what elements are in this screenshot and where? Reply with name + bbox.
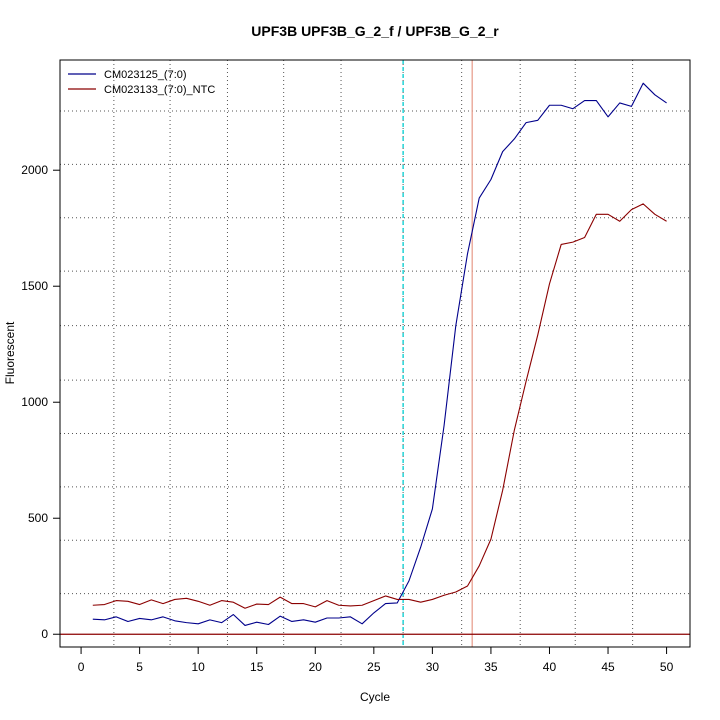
legend-label: CM023125_(7:0) [104,69,187,81]
marker-lines [60,60,690,647]
series-line-2 [92,203,667,609]
y-tick-label: 1000 [21,395,48,409]
series-line-1 [92,82,667,626]
legend-label: CM023133_(7:0)_NTC [104,84,215,96]
x-tick-label: 15 [250,660,264,674]
legend: CM023125_(7:0) CM023133_(7:0)_NTC [68,69,215,96]
y-tick-label: 2000 [21,163,48,177]
x-tick-label: 40 [543,660,557,674]
grid-lines [60,60,690,647]
x-tick-label: 35 [484,660,498,674]
x-tick-label: 10 [191,660,205,674]
y-tick-label: 1500 [21,279,48,293]
y-axis: 0 500 1000 1500 2000 [21,163,61,641]
x-tick-label: 0 [78,660,85,674]
x-tick-label: 50 [660,660,674,674]
chart-title: UPF3B UPF3B_G_2_f / UPF3B_G_2_r [251,23,499,39]
x-axis-label: Cycle [360,690,390,704]
x-axis: 0 5 10 15 20 25 30 35 40 45 50 [78,646,674,674]
x-tick-label: 20 [309,660,323,674]
y-tick-label: 500 [28,511,48,525]
x-tick-label: 45 [601,660,615,674]
y-tick-label: 0 [41,627,48,641]
series-lines [92,82,667,626]
x-tick-label: 30 [426,660,440,674]
x-tick-label: 25 [367,660,381,674]
y-axis-label: Fluorescent [3,321,17,384]
x-tick-label: 5 [136,660,143,674]
